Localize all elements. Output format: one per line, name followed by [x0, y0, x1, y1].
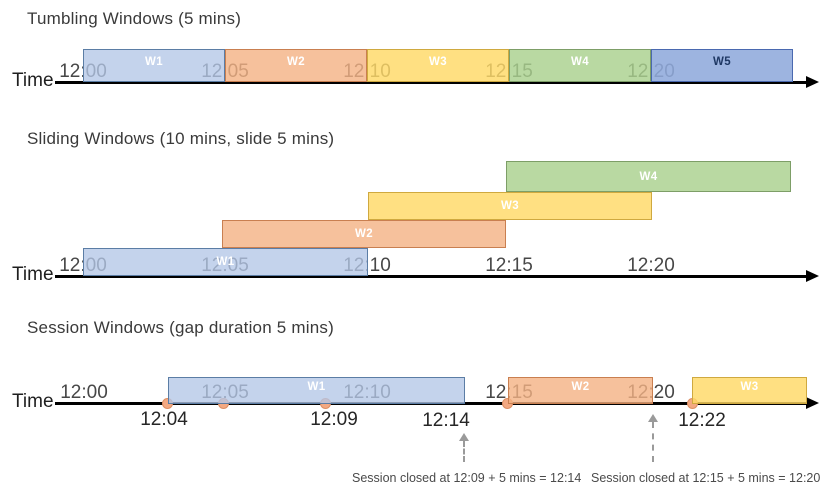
sliding-window-box-w3: W3 [368, 192, 652, 220]
sliding-section-title: Sliding Windows (10 mins, slide 5 mins) [27, 129, 335, 148]
session-section-title: Session Windows (gap duration 5 mins) [27, 318, 334, 337]
tumbling-window-box-w1: W1 [83, 49, 225, 82]
tumbling-window-box-w4: W4 [509, 49, 651, 82]
annotation-arrow-icon [459, 433, 469, 441]
window-label: W1 [216, 256, 235, 268]
sliding-time-axis-line [55, 275, 808, 278]
window-label: W3 [500, 200, 520, 212]
sliding-axis-arrow-icon [806, 270, 819, 282]
session-window-box-w3: W3 [692, 377, 807, 404]
tumbling-section-title: Tumbling Windows (5 mins) [27, 9, 242, 28]
event-time-label: 12:22 [678, 410, 726, 431]
tumbling-window-box-w2: W2 [225, 49, 367, 82]
tumbling-axis-arrow-icon [806, 76, 819, 88]
window-label: W1 [307, 381, 326, 393]
axis-tick-label: 12:00 [60, 382, 108, 403]
window-label: W2 [354, 228, 374, 240]
session-window-box-w2: W2 [508, 377, 653, 404]
tumbling-time-axis-label: Time [12, 70, 54, 91]
window-label: W3 [428, 56, 448, 68]
window-label: W2 [571, 381, 590, 393]
window-label: W1 [144, 56, 164, 68]
session-axis-arrow-icon [806, 397, 819, 409]
sliding-window-box-w1: W1 [83, 248, 368, 276]
tumbling-window-box-w3: W3 [367, 49, 509, 82]
sliding-window-box-w4: W4 [506, 161, 791, 192]
window-label: W4 [639, 170, 658, 183]
tumbling-window-box-w5: W5 [651, 49, 793, 82]
annotation-arrow-line [463, 441, 465, 462]
annotation-arrow-line [652, 422, 654, 462]
window-label: W5 [712, 56, 732, 68]
window-label: W2 [286, 56, 306, 68]
session-time-axis-label: Time [12, 391, 54, 412]
event-time-label: 12:14 [422, 410, 470, 431]
axis-tick-label: 12:20 [627, 255, 675, 276]
axis-tick-label: 12:15 [485, 255, 533, 276]
event-time-label: 12:09 [310, 409, 358, 430]
window-label: W3 [740, 381, 759, 393]
tumbling-time-axis-line [55, 81, 808, 84]
sliding-time-axis-label: Time [12, 264, 54, 285]
sliding-window-box-w2: W2 [222, 220, 506, 248]
window-label: W4 [570, 56, 590, 68]
session-window-box-w1: W1 [168, 377, 465, 404]
event-time-label: 12:04 [140, 409, 188, 430]
session-closed-caption: Session closed at 12:15 + 5 mins = 12:20 [591, 471, 821, 485]
session-closed-caption: Session closed at 12:09 + 5 mins = 12:14 [352, 471, 582, 485]
annotation-arrow-icon [648, 414, 658, 422]
